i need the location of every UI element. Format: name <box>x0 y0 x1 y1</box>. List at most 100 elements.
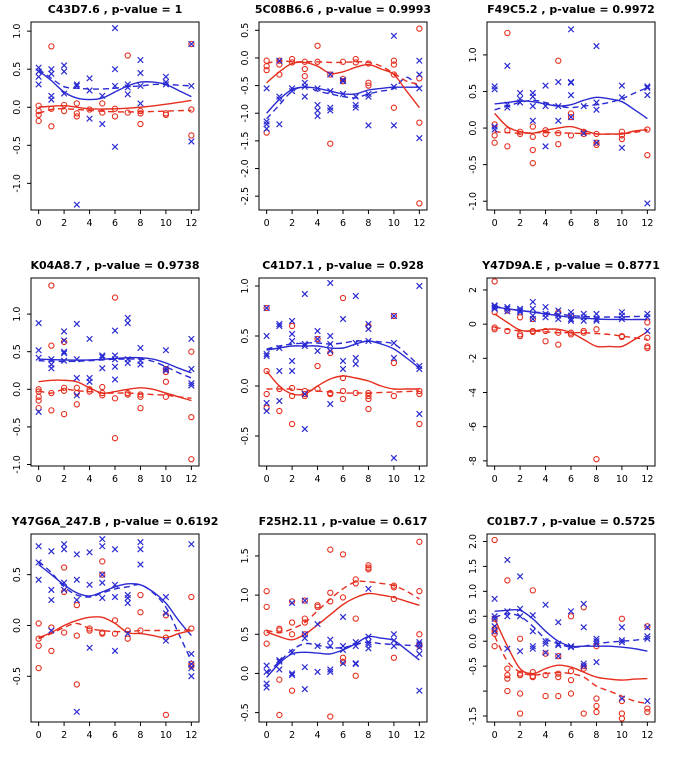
red-circle-point <box>262 129 270 136</box>
x-tick-label: 0 <box>491 218 497 229</box>
blue-cross-point <box>643 633 651 640</box>
blue-cross-point <box>490 595 498 603</box>
red-circle-point <box>592 456 600 463</box>
blue-cross-point <box>162 81 169 88</box>
blue-cross-point <box>618 144 625 152</box>
x-tick-label: 6 <box>339 730 345 741</box>
blue-cross-point <box>516 89 523 97</box>
blue-cross-point <box>313 85 321 92</box>
red-circle-point <box>364 79 372 86</box>
red-circle-point <box>98 558 105 565</box>
red-circle-point <box>364 389 372 397</box>
red-circle-point <box>111 395 118 402</box>
red-circle-point <box>580 130 587 138</box>
red-circle-point <box>554 57 561 64</box>
blue-cross-point <box>60 62 67 69</box>
blue-cross-point <box>187 380 195 387</box>
y-tick-label: 0.5 <box>468 84 479 99</box>
blue-cross-point <box>288 317 295 325</box>
red-circle-point <box>592 139 600 146</box>
y-tick-label: 0.0 <box>12 382 23 397</box>
blue-cross-point <box>73 551 80 558</box>
red-circle-point <box>98 389 105 397</box>
blue-cross-point <box>529 642 536 650</box>
blue-cross-point <box>275 93 283 100</box>
blue-cross-point <box>567 643 574 651</box>
red-circle-point <box>503 127 511 134</box>
red-circle-point <box>390 595 397 603</box>
y-tick-label: 0.5 <box>468 609 479 624</box>
blue-cross-point <box>301 634 308 642</box>
blue-cross-point <box>326 107 333 114</box>
blue-cross-point <box>288 671 295 679</box>
loess-curve-red-dashed <box>266 388 419 394</box>
blue-cross-point <box>136 538 144 546</box>
red-circle-point <box>136 110 144 117</box>
red-circle-point <box>529 673 536 681</box>
red-circle-point <box>275 385 283 393</box>
red-circle-point <box>187 132 195 139</box>
blue-cross-point <box>364 90 372 98</box>
x-tick-label: 6 <box>111 474 117 485</box>
x-tick-label: 0 <box>35 474 41 485</box>
blue-cross-point <box>162 78 169 86</box>
red-circle-point <box>390 57 397 64</box>
red-circle-point <box>326 598 333 605</box>
y-tick-label: 0.0 <box>468 121 479 136</box>
x-tick-label: 10 <box>159 218 171 229</box>
x-tick-label: 4 <box>86 218 92 229</box>
y-tick-label: 0.5 <box>240 23 251 38</box>
red-circle-point <box>390 584 397 591</box>
blue-cross-point <box>34 542 42 550</box>
x-tick-label: 6 <box>567 474 573 485</box>
blue-cross-point <box>364 633 372 640</box>
red-circle-point <box>326 140 333 147</box>
red-circle-point <box>364 60 372 67</box>
red-circle-point <box>288 598 295 605</box>
red-circle-point <box>415 631 423 638</box>
red-circle-point <box>516 690 523 697</box>
blue-cross-point <box>136 56 144 64</box>
red-circle-point <box>554 141 561 148</box>
blue-cross-point <box>618 695 625 702</box>
blue-cross-point <box>643 624 651 631</box>
red-circle-point <box>364 395 372 403</box>
blue-cross-point <box>111 647 118 655</box>
red-circle-point <box>34 107 42 115</box>
loess-curve-red-dashed <box>494 326 647 341</box>
blue-cross-point <box>34 576 42 583</box>
red-circle-point <box>47 105 55 112</box>
x-tick-label: 10 <box>387 218 399 229</box>
red-circle-point <box>364 566 372 573</box>
x-tick-label: 4 <box>542 474 548 485</box>
plot-box <box>30 277 199 467</box>
red-circle-point <box>516 710 523 717</box>
red-circle-point <box>415 119 423 126</box>
blue-cross-point <box>136 361 144 368</box>
red-circle-point <box>415 588 423 595</box>
blue-cross-point <box>288 367 295 375</box>
red-circle-point <box>529 328 536 335</box>
x-tick-label: 10 <box>159 730 171 741</box>
red-circle-point <box>339 658 346 665</box>
blue-cross-point <box>47 70 55 77</box>
blue-cross-point <box>47 596 55 604</box>
blue-cross-point <box>326 642 333 650</box>
red-circle-point <box>275 407 283 415</box>
blue-cross-point <box>390 354 397 362</box>
blue-cross-point <box>352 292 359 300</box>
blue-cross-point <box>541 601 549 609</box>
red-circle-point <box>567 132 574 139</box>
red-circle-point <box>47 389 55 397</box>
panel-title: C01B7.7 , p-value = 0.5725 <box>486 515 655 528</box>
blue-cross-point <box>541 143 549 150</box>
blue-cross-point <box>136 100 144 107</box>
red-circle-point <box>313 362 321 370</box>
x-tick-label: 12 <box>641 730 653 741</box>
red-circle-point <box>541 671 549 679</box>
red-circle-point <box>136 627 144 634</box>
red-circle-point <box>503 29 511 37</box>
y-tick-label: -0.5 <box>240 76 251 95</box>
blue-cross-point <box>580 600 587 608</box>
x-tick-label: 6 <box>111 730 117 741</box>
